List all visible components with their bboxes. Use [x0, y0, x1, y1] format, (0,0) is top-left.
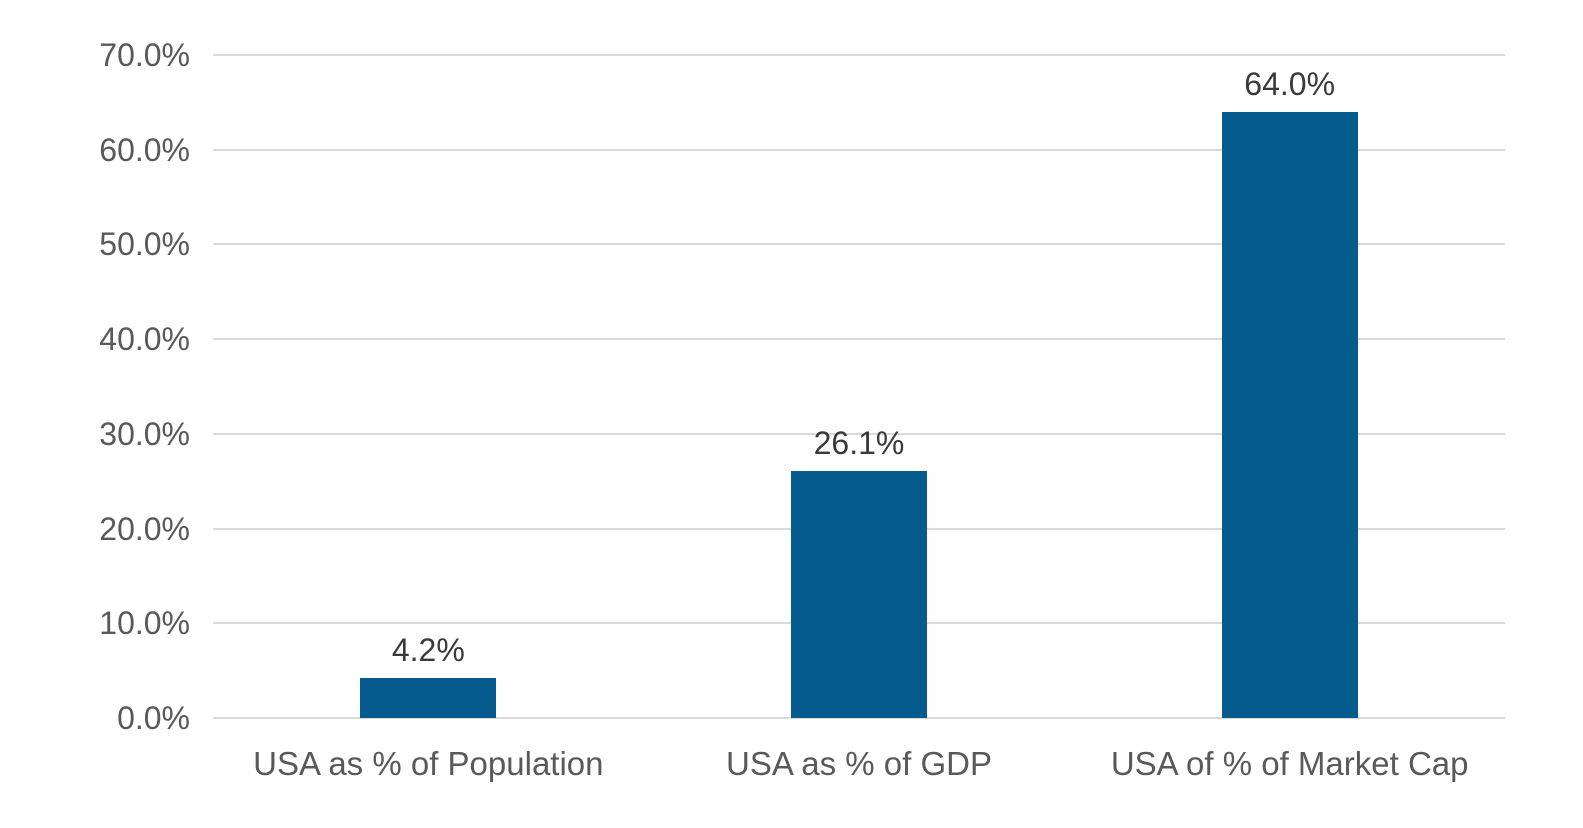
y-tick-label: 30.0% — [99, 415, 190, 452]
gridline — [213, 432, 1505, 435]
y-tick-label: 20.0% — [99, 510, 190, 547]
y-tick-label: 70.0% — [99, 37, 190, 73]
bar-value-label: 26.1% — [813, 424, 905, 461]
bar — [791, 470, 927, 718]
gridline — [213, 148, 1505, 151]
y-tick-label: 50.0% — [99, 226, 190, 263]
x-category-label: USA as % of GDP — [726, 745, 992, 782]
bar — [1221, 111, 1358, 718]
gridline — [213, 338, 1505, 341]
gridline — [213, 243, 1505, 246]
y-tick-label: 40.0% — [99, 321, 190, 358]
y-tick-label: 10.0% — [99, 605, 190, 642]
gridline — [213, 717, 1505, 719]
bar — [360, 678, 497, 718]
bar-value-label: 4.2% — [391, 632, 465, 669]
x-category-label: USA of % of Market Cap — [1110, 745, 1469, 782]
y-tick-label: 0.0% — [117, 700, 190, 736]
plot-area: 4.2% 26.1% 64.0% — [213, 54, 1505, 719]
y-tick-label: 60.0% — [99, 131, 190, 168]
x-category-label: USA as % of Population — [253, 745, 604, 782]
bar-value-label: 64.0% — [1244, 65, 1336, 102]
gridline — [213, 54, 1505, 56]
